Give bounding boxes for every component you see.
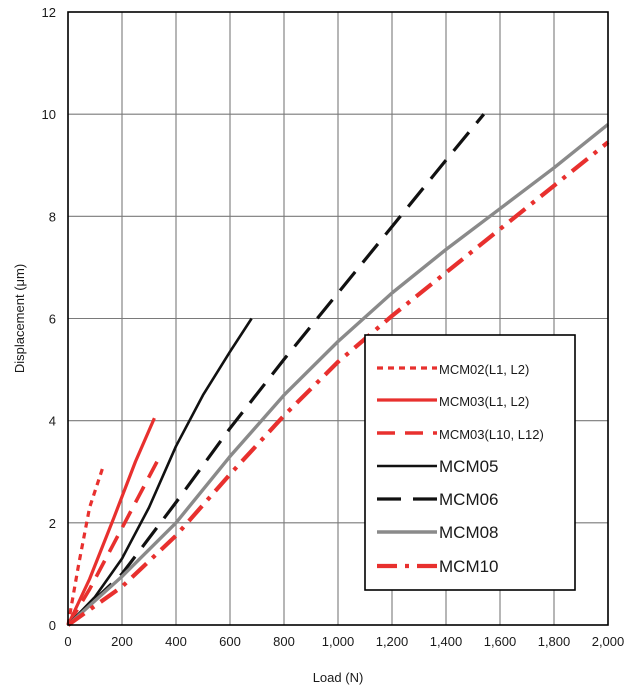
tick-labels: 0 200 400 600 800 1,000 1,200 1,400 1,600 1,800 2,… xyxy=(42,5,625,649)
legend-label: MCM03(L1, L2) xyxy=(439,394,529,409)
x-tick-label: 200 xyxy=(111,634,133,649)
legend-label: MCM02(L1, L2) xyxy=(439,362,529,377)
x-tick-label: 1,400 xyxy=(430,634,463,649)
series-line-mcm03-l10-l12 xyxy=(66,460,159,626)
x-tick-label: 600 xyxy=(219,634,241,649)
y-tick-label: 12 xyxy=(42,5,56,20)
legend-label: MCM06 xyxy=(439,490,499,509)
series-lines xyxy=(66,113,610,627)
plot-frame xyxy=(67,11,609,626)
y-tick-label: 2 xyxy=(49,516,56,531)
legend-label: MCM05 xyxy=(439,457,499,476)
legend: MCM02(L1, L2) MCM03(L1, L2) MCM03(L10, L12… xyxy=(364,334,576,591)
x-axis-title: Load (N) xyxy=(313,670,364,685)
series-line-mcm06 xyxy=(66,113,486,627)
y-tick-label: 10 xyxy=(42,107,56,122)
series-line-mcm10 xyxy=(66,140,610,627)
series-line-mcm05 xyxy=(67,317,253,626)
y-axis-title: Displacement (μm) xyxy=(12,264,27,373)
x-tick-label: 400 xyxy=(165,634,187,649)
x-tick-label: 1,600 xyxy=(484,634,517,649)
y-tick-label: 8 xyxy=(49,209,56,224)
x-tick-label: 1,200 xyxy=(376,634,409,649)
series-line-mcm08 xyxy=(66,123,610,627)
legend-label: MCM03(L10, L12) xyxy=(439,427,544,442)
series-line-mcm03-l1-l2 xyxy=(66,417,156,626)
x-tick-label: 0 xyxy=(64,634,71,649)
x-tick-label: 1,800 xyxy=(538,634,571,649)
series-line-mcm02-l1-l2 xyxy=(66,466,105,626)
legend-box xyxy=(364,334,576,591)
x-tick-label: 1,000 xyxy=(322,634,355,649)
x-tick-label: 2,000 xyxy=(592,634,625,649)
y-tick-label: 6 xyxy=(49,312,56,327)
legend-label: MCM08 xyxy=(439,523,499,542)
legend-label: MCM10 xyxy=(439,557,499,576)
y-tick-label: 0 xyxy=(49,618,56,633)
x-tick-label: 800 xyxy=(273,634,295,649)
y-tick-label: 4 xyxy=(49,414,56,429)
